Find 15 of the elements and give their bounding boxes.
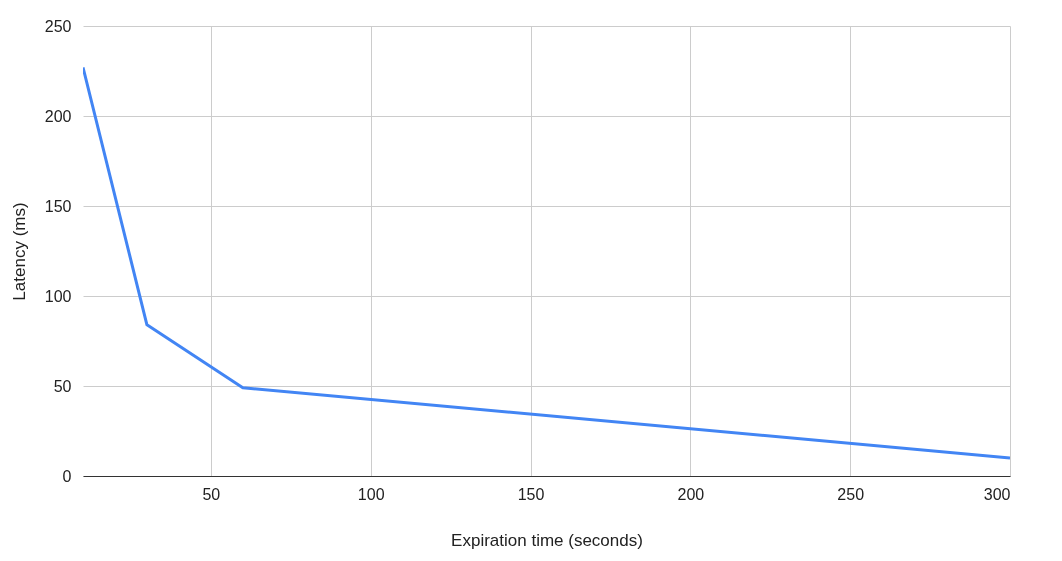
x-tick-label: 300	[983, 485, 1011, 503]
x-tick-label: 50	[202, 485, 221, 503]
x-tick-label: 100	[357, 485, 385, 503]
y-axis-title: Latency (ms)	[9, 202, 29, 301]
line-series	[83, 65, 1010, 460]
y-tick-label: 200	[44, 107, 72, 125]
y-tick-label: 50	[53, 377, 72, 395]
x-tick-label: 250	[837, 485, 865, 503]
x-axis-title: Expiration time (seconds)	[451, 530, 643, 550]
y-tick-label: 150	[44, 197, 72, 215]
y-tick-label: 100	[44, 287, 72, 305]
y-tick-label: 0	[62, 467, 72, 485]
y-tick-label: 250	[44, 17, 72, 35]
x-tick-label: 150	[517, 485, 545, 503]
x-tick-label: 200	[677, 485, 705, 503]
